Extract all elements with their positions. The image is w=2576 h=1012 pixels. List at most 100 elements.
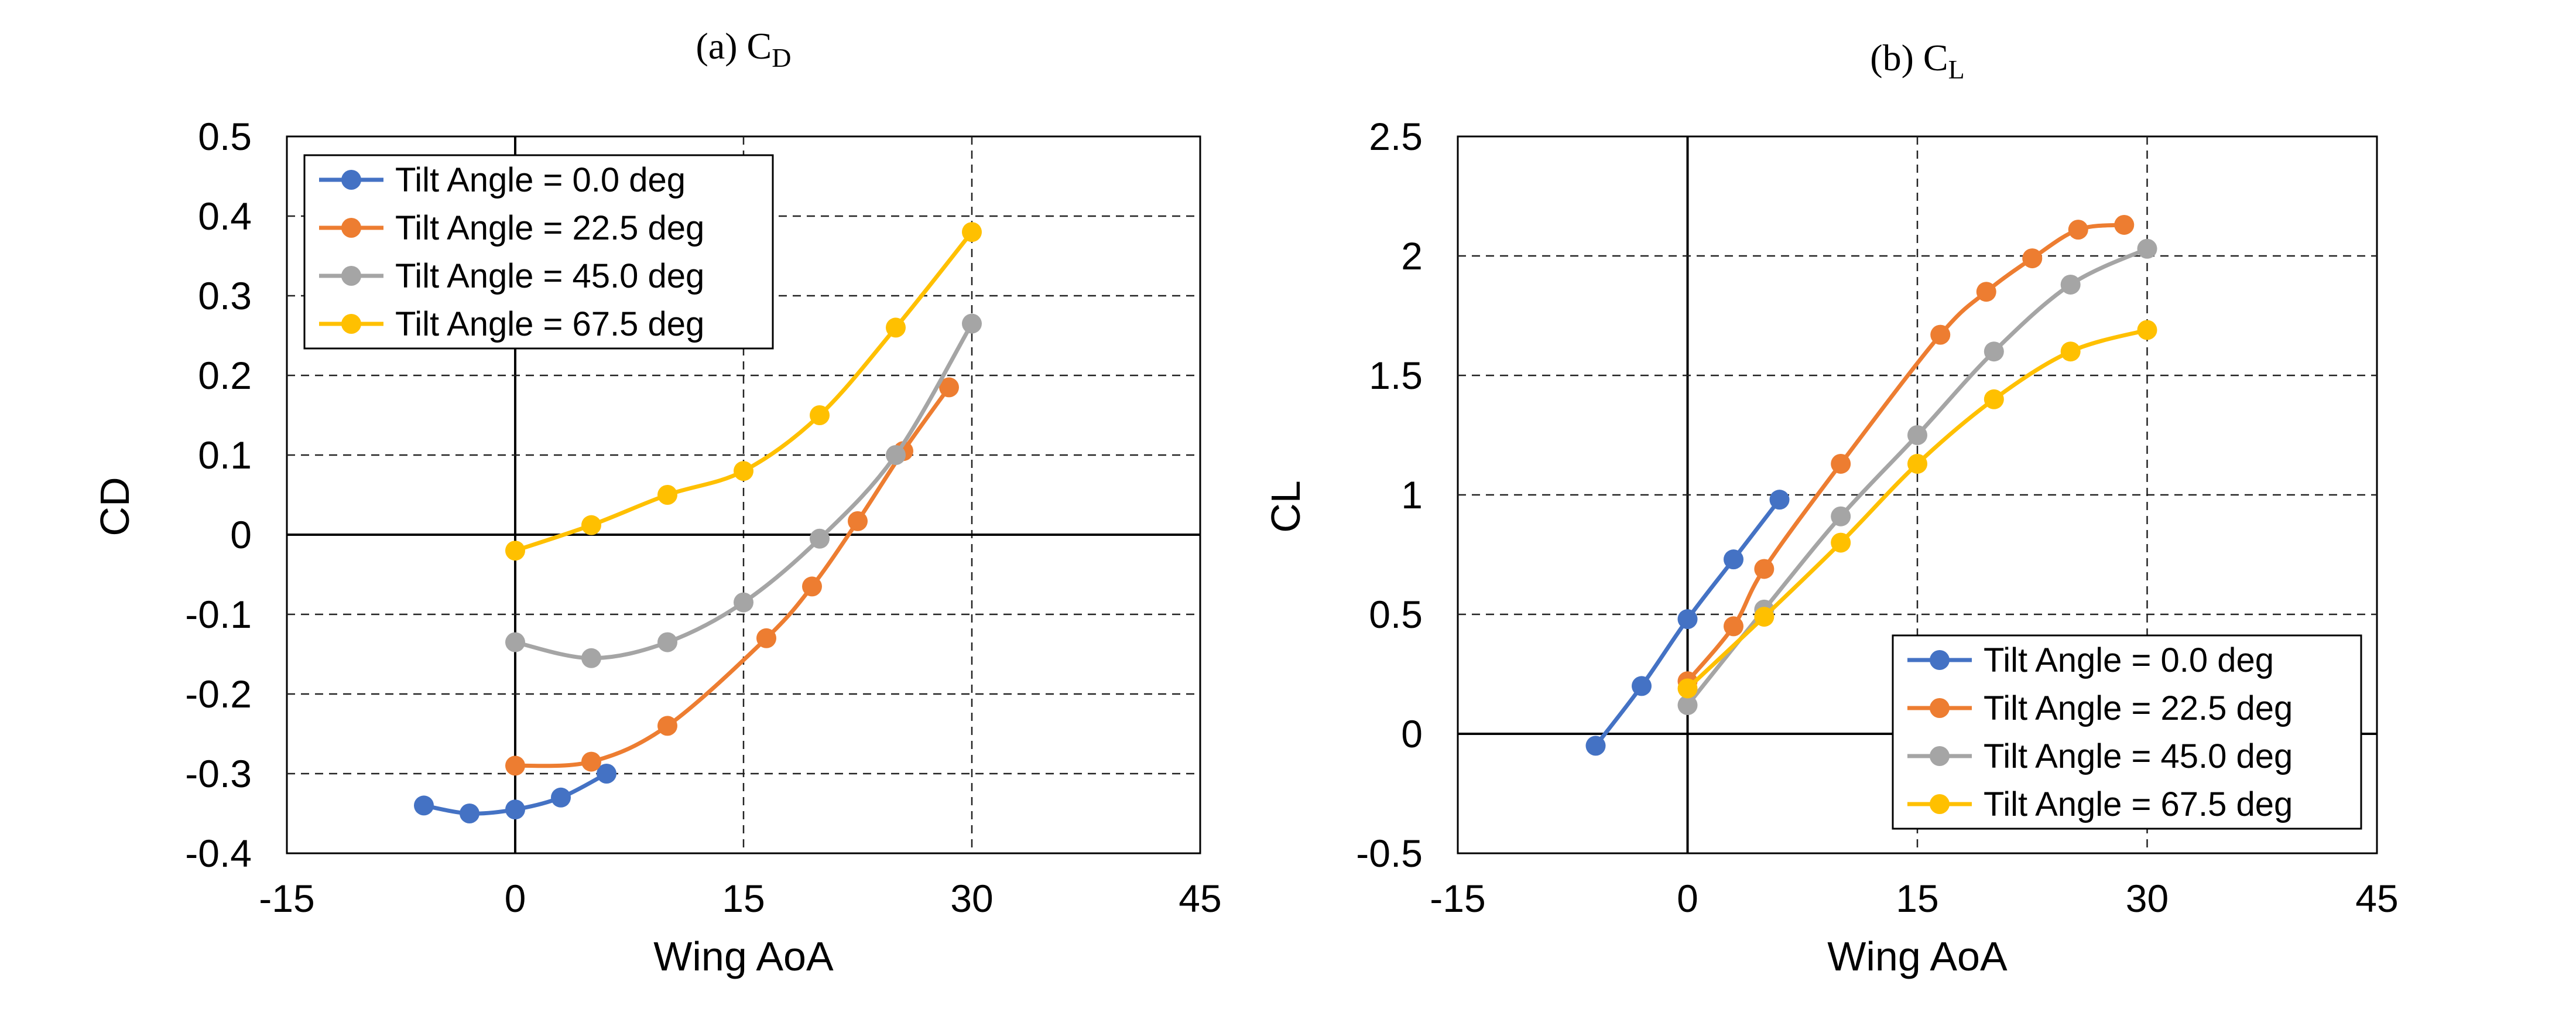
legend-label: Tilt Angle = 45.0 deg (1984, 737, 2293, 775)
y-tick-label: -0.4 (185, 832, 252, 875)
legend-box (303, 154, 774, 350)
legend-label: Tilt Angle = 67.5 deg (1984, 785, 2293, 823)
data-point (505, 632, 525, 652)
y-tick-label: -0.5 (1356, 832, 1423, 875)
data-point (1831, 453, 1851, 474)
y-axis-label: CD (92, 477, 138, 536)
data-point (460, 804, 479, 823)
panel-title-subscript: D (772, 43, 791, 73)
panel-title: (b) CL (1870, 37, 1964, 84)
data-point (1754, 559, 1775, 579)
data-point (810, 405, 830, 425)
y-tick-label: 2 (1401, 234, 1423, 278)
legend-label: Tilt Angle = 22.5 deg (1984, 689, 2293, 727)
x-axis-label: Wing AoA (1827, 934, 2008, 979)
y-tick-label: -0.1 (185, 593, 252, 636)
y-tick-label: 0.5 (1369, 593, 1423, 636)
data-point (2068, 220, 2088, 240)
data-point (1724, 549, 1743, 570)
x-tick-label: 30 (950, 877, 993, 920)
data-point (657, 716, 677, 736)
x-tick-label: 0 (505, 877, 526, 920)
y-tick-label: 2.5 (1369, 115, 1423, 158)
data-point (1585, 736, 1606, 756)
data-point (1907, 453, 1927, 474)
data-point (551, 787, 571, 808)
data-point (1976, 282, 1996, 302)
data-point (657, 485, 677, 505)
data-point (1724, 616, 1743, 637)
data-point (1769, 490, 1790, 510)
data-point (2060, 274, 2081, 295)
x-tick-label: 15 (1896, 877, 1938, 920)
y-tick-label: 1 (1401, 473, 1423, 517)
data-point (962, 313, 982, 334)
data-point (505, 755, 525, 776)
x-axis-label: Wing AoA (653, 934, 834, 979)
y-tick-label: -0.2 (185, 672, 252, 716)
x-tick-label: 45 (2355, 877, 2398, 920)
x-tick-label: 0 (1677, 877, 1698, 920)
y-tick-label: 1.5 (1369, 354, 1423, 397)
legend-marker (341, 170, 361, 190)
data-point (2137, 320, 2157, 340)
data-point (2137, 238, 2157, 259)
legend-label: Tilt Angle = 67.5 deg (395, 305, 704, 343)
legend-marker (1930, 794, 1950, 814)
x-tick-label: 30 (2126, 877, 2169, 920)
chart-cl: (b) CL -15 0 15 30 45 -0.5 0 0.5 1 1.5 2 2.5 Wing AoA… (1263, 37, 2399, 979)
x-tick-label: 15 (722, 877, 765, 920)
data-point (1677, 609, 1698, 630)
y-tick-label: 0.2 (198, 354, 252, 397)
legend-box (1892, 634, 2362, 830)
legend-marker (1930, 650, 1950, 670)
y-tick-label: 0.5 (198, 115, 252, 158)
data-point (581, 648, 601, 668)
data-point (1984, 389, 2004, 409)
data-point (414, 795, 434, 816)
data-point (810, 528, 830, 549)
data-point (848, 511, 868, 531)
data-point (1677, 695, 1698, 716)
legend-label: Tilt Angle = 22.5 deg (395, 209, 704, 247)
data-point (756, 628, 776, 648)
data-point (1831, 506, 1851, 526)
y-tick-label: 0 (1401, 712, 1423, 755)
legend-marker (341, 218, 361, 238)
data-point (734, 592, 753, 613)
data-point (1632, 676, 1652, 696)
data-point (939, 377, 959, 398)
x-tick-label: 45 (1179, 877, 1221, 920)
data-point (1754, 607, 1775, 627)
legend-marker (341, 314, 361, 334)
series-line (1686, 223, 2125, 683)
legend-marker (341, 266, 361, 286)
data-point (886, 317, 906, 338)
x-tick-label: -15 (259, 877, 314, 920)
panel-title: (a) CD (696, 25, 792, 73)
data-point (1677, 678, 1698, 699)
x-tick-label: -15 (1430, 877, 1485, 920)
y-tick-label: -0.3 (185, 752, 252, 795)
data-point (2114, 214, 2135, 235)
data-point (581, 751, 601, 772)
y-tick-label: 0 (230, 513, 252, 556)
chart-cd: (a) CD -15 0 15 30 45 -0.4 -0.3 -0.2 -0.1 0 0.1 0.2 0… (92, 25, 1222, 979)
data-point (505, 541, 525, 561)
panel-title-subscript: L (1948, 54, 1965, 84)
legend-marker (1930, 746, 1950, 766)
y-axis-label: CL (1263, 480, 1308, 532)
data-point (1907, 425, 1927, 445)
y-tick-label: 0.1 (198, 433, 252, 477)
legend-marker (1930, 698, 1950, 718)
data-point (2060, 341, 2081, 362)
data-point (802, 576, 822, 597)
data-point (2022, 248, 2043, 269)
data-point (505, 799, 525, 820)
data-point (597, 764, 616, 784)
panel-title-main: (b) C (1870, 37, 1948, 78)
y-tick-label: 0.3 (198, 274, 252, 317)
legend-label: Tilt Angle = 0.0 deg (395, 161, 686, 199)
